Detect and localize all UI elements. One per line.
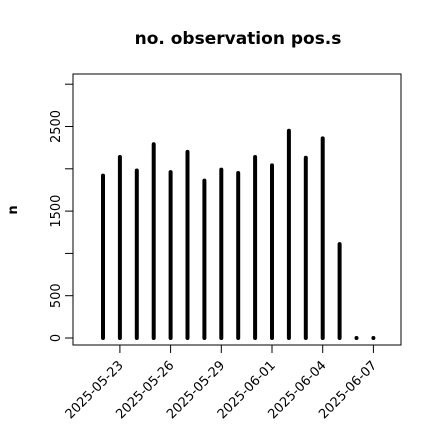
y-tick-label: 1500: [49, 195, 64, 228]
y-tick-label: 500: [49, 283, 64, 308]
y-axis-label: n: [6, 205, 21, 214]
chart-title: no. observation pos.s: [135, 29, 342, 49]
y-axis: 0 500 1500 2500: [49, 83, 74, 342]
y-tick-label: 0: [49, 334, 64, 342]
bar-zero-point: [371, 336, 376, 340]
y-tick-label: 2500: [49, 110, 64, 143]
x-axis: 2025-05-232025-05-262025-05-292025-06-01…: [63, 344, 380, 422]
bar-zero-point: [354, 336, 359, 340]
bars: [101, 128, 376, 340]
